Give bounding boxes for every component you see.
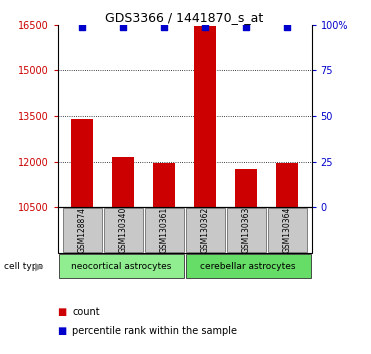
Bar: [59, 255, 184, 278]
Bar: [104, 208, 142, 252]
Bar: [276, 163, 298, 207]
Text: cerebellar astrocytes: cerebellar astrocytes: [200, 262, 296, 271]
Point: [202, 24, 208, 29]
Text: GSM128874: GSM128874: [78, 207, 86, 253]
Bar: [63, 208, 102, 252]
Title: GDS3366 / 1441870_s_at: GDS3366 / 1441870_s_at: [105, 11, 264, 24]
Bar: [235, 169, 257, 207]
Text: ■: ■: [58, 326, 67, 336]
Bar: [227, 208, 266, 252]
Text: percentile rank within the sample: percentile rank within the sample: [72, 326, 237, 336]
Bar: [186, 255, 311, 278]
Point: [161, 24, 167, 29]
Text: ▶: ▶: [35, 261, 43, 272]
Text: GSM130364: GSM130364: [283, 207, 292, 253]
Text: count: count: [72, 307, 100, 316]
Bar: [194, 26, 216, 207]
Text: GSM130362: GSM130362: [201, 207, 210, 253]
Text: GSM130361: GSM130361: [160, 207, 168, 253]
Bar: [71, 119, 93, 207]
Text: neocortical astrocytes: neocortical astrocytes: [71, 262, 171, 271]
Point: [120, 24, 126, 29]
Text: cell type: cell type: [4, 262, 43, 271]
Bar: [153, 163, 175, 207]
Text: GSM130340: GSM130340: [119, 207, 128, 253]
Point: [243, 24, 249, 29]
Bar: [267, 208, 306, 252]
Text: GSM130363: GSM130363: [242, 207, 250, 253]
Bar: [145, 208, 184, 252]
Text: ■: ■: [58, 307, 67, 316]
Point: [284, 24, 290, 29]
Bar: [186, 208, 224, 252]
Bar: [112, 157, 134, 207]
Point: [79, 24, 85, 29]
